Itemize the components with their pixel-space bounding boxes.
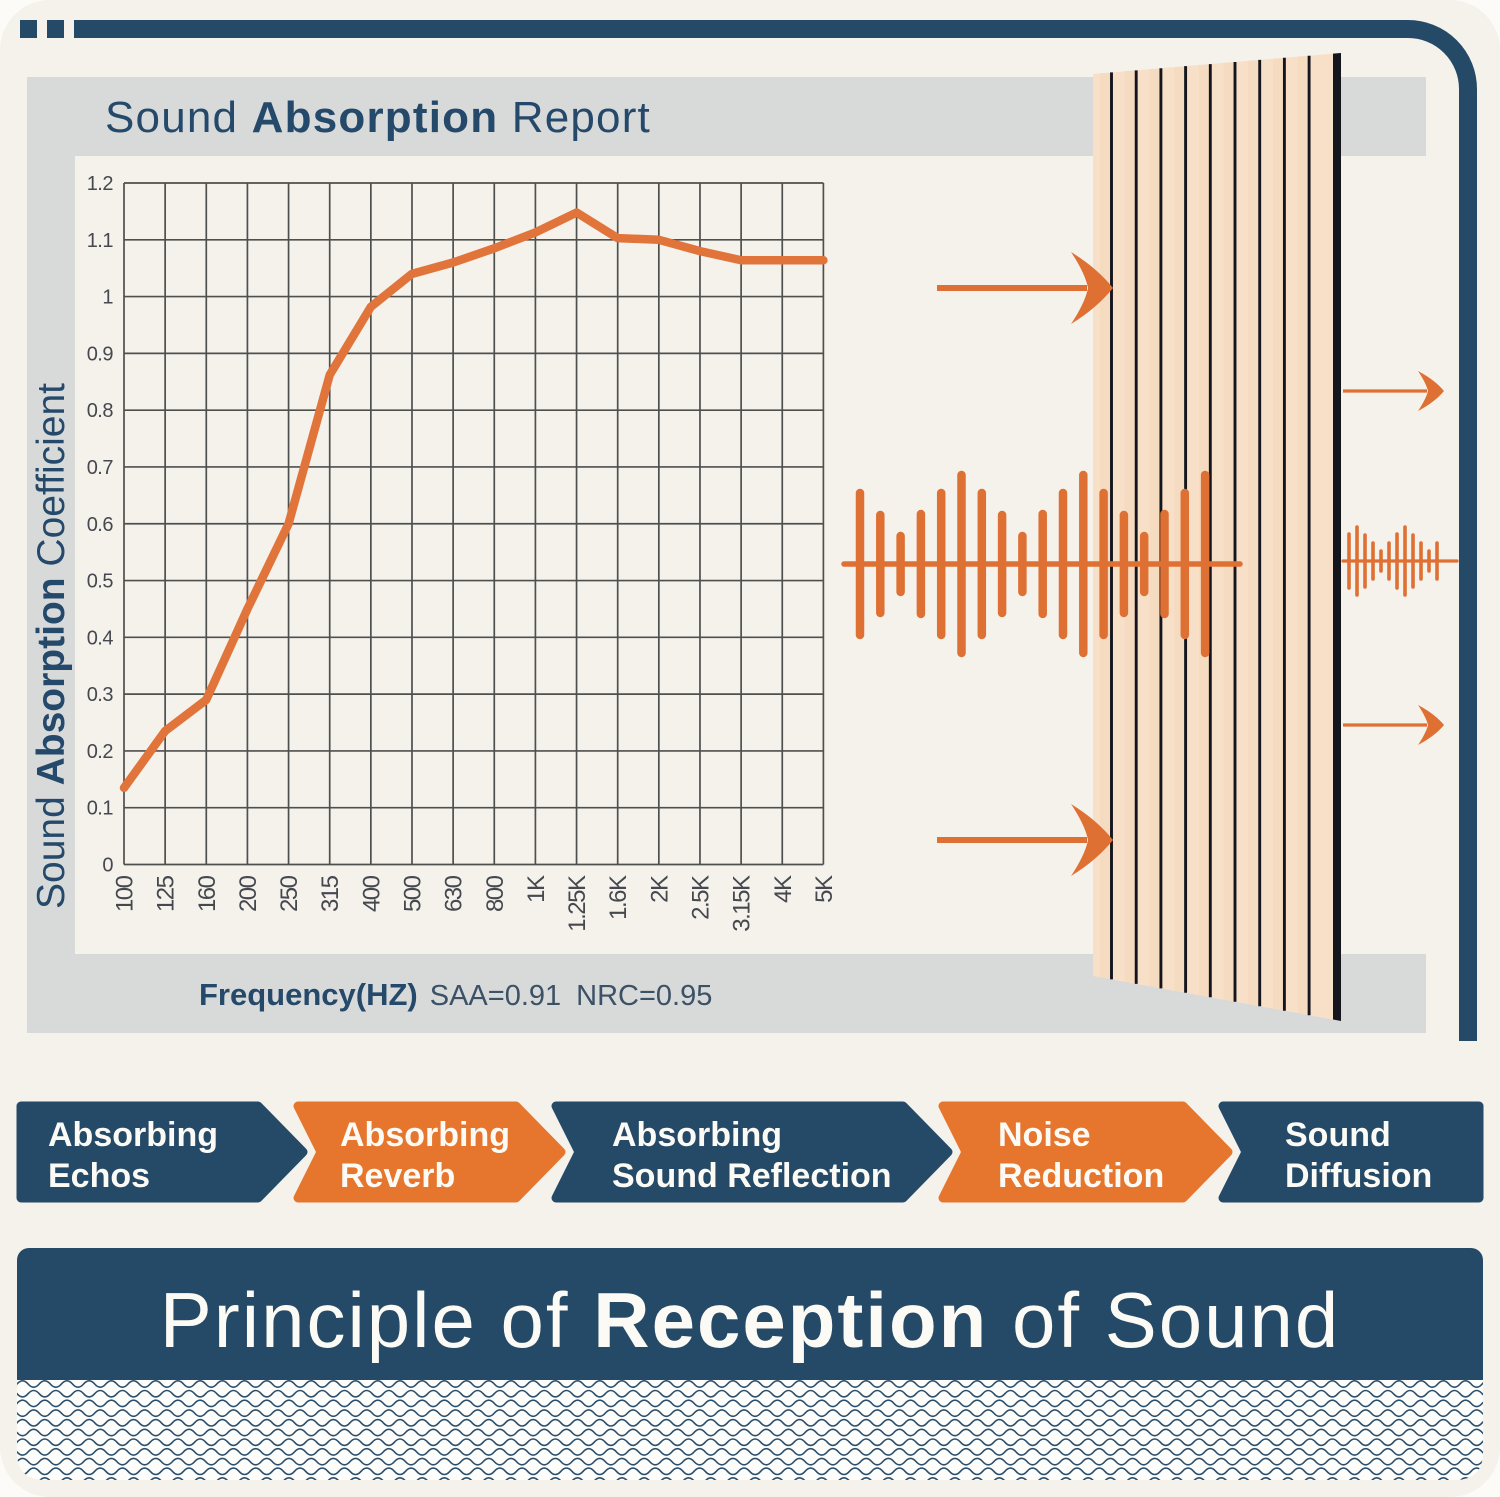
- svg-text:0.6: 0.6: [87, 514, 114, 536]
- svg-text:0.9: 0.9: [87, 343, 114, 365]
- svg-text:1.1: 1.1: [87, 230, 114, 252]
- svg-text:315: 315: [317, 875, 344, 912]
- svg-text:100: 100: [112, 875, 139, 912]
- svg-text:Absorbing: Absorbing: [612, 1116, 782, 1154]
- svg-text:0.5: 0.5: [87, 571, 114, 593]
- svg-text:1.25K: 1.25K: [564, 875, 591, 932]
- svg-text:250: 250: [276, 875, 303, 912]
- svg-text:400: 400: [358, 875, 385, 912]
- svg-text:630: 630: [441, 875, 468, 912]
- svg-text:1: 1: [102, 287, 113, 309]
- svg-text:Sound: Sound: [1285, 1116, 1391, 1154]
- svg-text:Reverb: Reverb: [340, 1157, 455, 1195]
- svg-text:125: 125: [153, 875, 180, 912]
- svg-text:200: 200: [235, 875, 262, 912]
- svg-text:0.3: 0.3: [87, 684, 114, 706]
- svg-text:1.6K: 1.6K: [605, 875, 632, 920]
- svg-text:1K: 1K: [523, 875, 550, 903]
- svg-text:Echos: Echos: [48, 1157, 150, 1195]
- svg-text:3.15K: 3.15K: [729, 875, 756, 932]
- svg-text:0.7: 0.7: [87, 457, 114, 479]
- svg-text:1.2: 1.2: [87, 173, 114, 195]
- svg-text:800: 800: [482, 875, 509, 912]
- svg-text:0.1: 0.1: [87, 798, 114, 820]
- svg-text:2.5K: 2.5K: [687, 875, 714, 920]
- svg-text:500: 500: [399, 875, 426, 912]
- svg-text:Diffusion: Diffusion: [1285, 1157, 1432, 1195]
- svg-text:Reduction: Reduction: [998, 1157, 1164, 1195]
- svg-text:0.2: 0.2: [87, 741, 114, 763]
- svg-text:4K: 4K: [770, 875, 797, 903]
- svg-text:Noise: Noise: [998, 1116, 1091, 1154]
- svg-text:0: 0: [102, 855, 113, 877]
- svg-text:160: 160: [194, 875, 221, 912]
- svg-text:Absorbing: Absorbing: [340, 1116, 510, 1154]
- svg-text:2K: 2K: [646, 875, 673, 903]
- svg-text:Sound Reflection: Sound Reflection: [612, 1157, 892, 1195]
- svg-text:0.4: 0.4: [87, 627, 114, 649]
- svg-text:0.8: 0.8: [87, 400, 114, 422]
- svg-text:5K: 5K: [811, 875, 838, 903]
- svg-text:Absorbing: Absorbing: [48, 1116, 218, 1154]
